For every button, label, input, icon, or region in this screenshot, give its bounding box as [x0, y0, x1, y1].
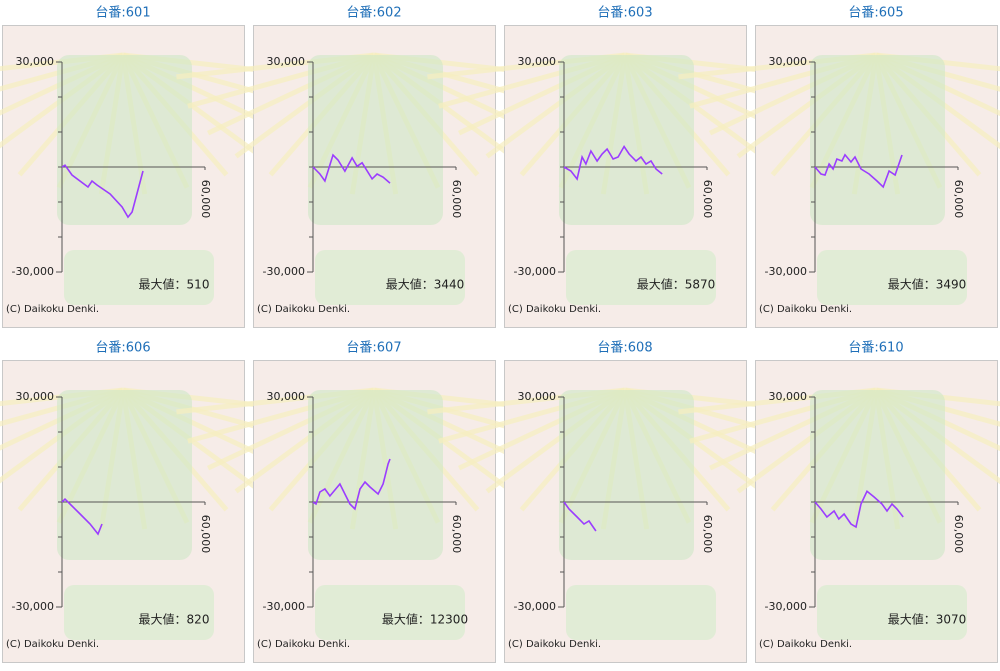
x-tick-label: 60,000: [952, 515, 965, 554]
y-tick-label: 30,000: [518, 55, 557, 68]
y-tick-label: 30,000: [267, 55, 306, 68]
decor-machine: [559, 390, 694, 560]
y-tick-label: -30,000: [263, 600, 305, 613]
chart-panel: 台番:605 30,000 -30,000 60,000 最大値：3490 (C) Dai…: [678, 6, 1000, 328]
y-tick-label: -30,000: [12, 265, 54, 278]
data-line: [61, 497, 103, 536]
decor-machine: [559, 55, 694, 225]
decor-tray: [64, 250, 214, 305]
decor-tray: [566, 250, 716, 305]
decor-tray: [315, 250, 465, 305]
max-annotation: 最大値：5870: [637, 277, 716, 292]
x-tick-label: 60,000: [952, 180, 965, 219]
credit: (C) Daikoku Denki.: [508, 304, 601, 315]
chart-title: 台番:603: [597, 6, 652, 21]
decor-tray: [817, 250, 967, 305]
decor-machine: [57, 390, 192, 560]
chart-title: 台番:606: [95, 341, 150, 356]
x-tick-label: 60,000: [199, 515, 212, 554]
y-tick-label: -30,000: [514, 265, 556, 278]
decor-machine: [810, 55, 945, 225]
data-line: [312, 153, 391, 184]
data-line: [814, 490, 904, 529]
x-tick-label: 60,000: [450, 180, 463, 219]
y-tick-label: 30,000: [267, 390, 306, 403]
y-tick-label: 30,000: [769, 390, 808, 403]
y-tick-label: -30,000: [263, 265, 305, 278]
y-tick-label: 30,000: [16, 55, 55, 68]
x-tick-label: 60,000: [450, 515, 463, 554]
chart-title: 台番:605: [848, 6, 903, 21]
y-tick-label: 30,000: [16, 390, 55, 403]
chart-title: 台番:602: [346, 6, 401, 21]
y-tick-label: 30,000: [769, 55, 808, 68]
chart-panel: 台番:601 30,000 -30,000 60,000 最大値：510 (C) Daik…: [0, 6, 321, 328]
chart-title: 台番:601: [95, 6, 150, 21]
credit: (C) Daikoku Denki.: [508, 639, 601, 650]
chart-panel: 台番:610 30,000 -30,000 60,000 最大値：3070 (C) Dai…: [678, 341, 1000, 663]
credit: (C) Daikoku Denki.: [759, 304, 852, 315]
chart-title: 台番:610: [848, 341, 903, 356]
data-line: [814, 153, 903, 189]
y-tick-label: -30,000: [514, 600, 556, 613]
decor-tray: [315, 585, 465, 640]
chart-title: 台番:607: [346, 341, 401, 356]
decor-tray: [64, 585, 214, 640]
decor-machine: [308, 390, 443, 560]
data-line: [312, 458, 391, 511]
x-tick-label: 60,000: [199, 180, 212, 219]
y-tick-label: 30,000: [518, 390, 557, 403]
credit: (C) Daikoku Denki.: [6, 639, 99, 650]
chart-panel: 台番:603 30,000 -30,000 60,000 最大値：5870 (C) Dai…: [427, 6, 823, 328]
decor-tray: [566, 585, 716, 640]
x-tick-label: 60,000: [701, 515, 714, 554]
credit: (C) Daikoku Denki.: [257, 639, 350, 650]
max-annotation: 最大値：3070: [888, 612, 967, 627]
chart-panel: 台番:608 30,000 -30,000 60,000 (C) Daikoku Den…: [427, 341, 823, 663]
data-line: [563, 501, 597, 532]
y-tick-label: -30,000: [12, 600, 54, 613]
max-annotation: 最大値：510: [139, 277, 210, 292]
max-annotation: 最大値：3490: [888, 277, 967, 292]
data-line: [563, 144, 663, 181]
credit: (C) Daikoku Denki.: [6, 304, 99, 315]
decor-machine: [57, 55, 192, 225]
credit: (C) Daikoku Denki.: [257, 304, 350, 315]
data-line: [61, 164, 144, 219]
max-annotation: 最大値：3440: [386, 277, 465, 292]
y-tick-label: -30,000: [765, 265, 807, 278]
max-annotation: 最大値：820: [139, 612, 210, 627]
max-annotation: 最大値：12300: [382, 612, 468, 627]
y-tick-label: -30,000: [765, 600, 807, 613]
chart-title: 台番:608: [597, 341, 652, 356]
decor-machine: [810, 390, 945, 560]
chart-panel: 台番:607 30,000 -30,000 60,000 最大値：12300 (C) Da…: [176, 341, 572, 663]
x-tick-label: 60,000: [701, 180, 714, 219]
decor-tray: [817, 585, 967, 640]
credit: (C) Daikoku Denki.: [759, 639, 852, 650]
decor-machine: [308, 55, 443, 225]
